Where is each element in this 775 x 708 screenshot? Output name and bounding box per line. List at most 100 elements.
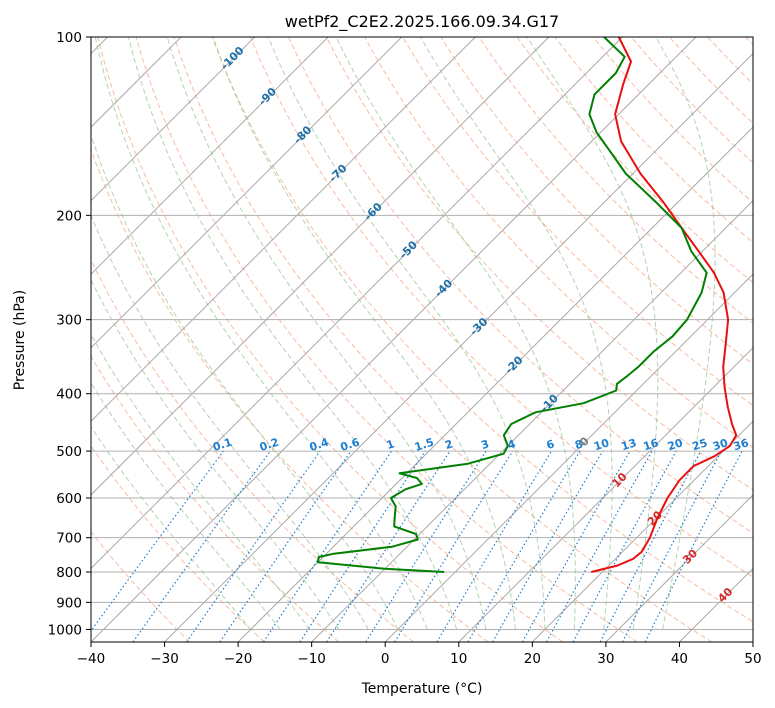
y-tick-label: 500	[56, 444, 82, 460]
mixing-ratio-line	[132, 450, 271, 642]
mixing-ratio-label: 1	[385, 437, 396, 452]
mixing-ratio-label: 0.6	[339, 435, 362, 453]
x-tick-label: −40	[77, 651, 106, 667]
isotherm	[311, 199, 753, 642]
isotherm-label: -60	[362, 200, 385, 223]
isotherm	[605, 494, 753, 642]
mixing-ratio-line	[91, 450, 224, 632]
x-tick-label: 10	[450, 651, 467, 667]
mixing-ratio-line	[622, 450, 722, 642]
mixing-ratio-label: 0.4	[308, 435, 331, 453]
mixing-ratio-line	[546, 450, 653, 642]
y-tick-label: 100	[56, 30, 82, 46]
moist-adiabat	[526, 37, 659, 630]
x-tick-label: 50	[744, 651, 761, 667]
isotherm-label: -20	[502, 353, 525, 376]
dry-adiabat	[97, 37, 563, 642]
plot-frame	[90, 36, 754, 643]
mixing-ratio-label: 10	[592, 436, 611, 453]
y-tick-label: 600	[56, 491, 82, 507]
isotherm	[458, 347, 753, 642]
y-tick-label: 900	[56, 595, 82, 611]
moist-adiabat	[267, 37, 546, 630]
dry-adiabat	[211, 37, 753, 623]
mixing-ratio-line	[299, 450, 426, 642]
dry-adiabat	[745, 37, 753, 46]
dry-adiabat	[91, 445, 265, 642]
dry-adiabat	[592, 37, 753, 204]
mixing-ratio-line	[572, 450, 677, 642]
isotherm-label: -100	[218, 44, 247, 73]
x-tick-label: 40	[671, 651, 688, 667]
isotherm	[91, 37, 623, 570]
y-tick-label: 700	[56, 531, 82, 547]
isotherm	[237, 126, 753, 642]
x-tick-label: −10	[297, 651, 326, 667]
dry-adiabat	[326, 37, 753, 491]
mixing-ratio-label: 3	[479, 437, 490, 452]
dry-adiabat	[402, 37, 753, 407]
mixing-ratio-label: 36	[732, 436, 751, 453]
mixing-ratio-line	[262, 450, 392, 642]
temperature-line	[591, 37, 738, 573]
dry-adiabat	[478, 37, 753, 324]
isotherm-label: 30	[680, 547, 700, 567]
x-axis-label: Temperature (°C)	[361, 681, 483, 697]
x-tick-label: 20	[524, 651, 541, 667]
y-tick-label: 300	[56, 313, 82, 329]
dry-adiabat	[249, 37, 753, 578]
isotherm	[531, 420, 753, 642]
dry-adiabat	[91, 148, 489, 642]
isotherm-label: -90	[256, 85, 279, 108]
moist-adiabat	[212, 37, 516, 630]
dewpoint-line	[316, 37, 708, 573]
moist-adiabat	[420, 37, 613, 630]
mixing-ratio-label: 6	[545, 437, 557, 452]
y-tick-label: 400	[56, 387, 82, 403]
profile-lines	[316, 37, 738, 573]
isotherm	[91, 37, 329, 275]
dry-adiabat	[91, 531, 191, 642]
chart-title: wetPf2_C2E2.2025.166.09.34.G17	[285, 12, 559, 32]
mixing-ratio-labels: 0.1 0.2 0.4 0.6 1 1.5 2 3 4 6 8 10 13 16 20 25 30 36	[211, 435, 750, 453]
mixing-ratio-label: 1.5	[413, 436, 436, 454]
moist-adiabat	[335, 37, 576, 630]
moist-adiabat	[128, 37, 458, 630]
mixing-ratio-label: 20	[666, 436, 685, 453]
moist-adiabat	[91, 381, 281, 630]
x-tick-label: 30	[597, 651, 614, 667]
moist-adiabat	[166, 37, 487, 630]
mixing-ratio-line	[521, 450, 631, 642]
mixing-ratio-label: 13	[620, 436, 639, 453]
isotherm	[91, 37, 256, 202]
mixing-ratio-label: 2	[443, 437, 454, 452]
background-lines	[91, 37, 753, 642]
dry-adiabat	[440, 37, 753, 365]
dry-adiabat	[707, 37, 753, 85]
mixing-ratio-line	[436, 450, 553, 642]
y-tick-label: 800	[56, 565, 82, 581]
mixing-ratio-line	[186, 450, 321, 642]
moist-adiabat	[91, 214, 369, 630]
isotherm	[384, 273, 753, 642]
moist-adiabat	[91, 133, 399, 630]
isotherm	[91, 37, 550, 496]
moist-adiabat	[91, 333, 310, 630]
isotherm	[164, 52, 753, 642]
mixing-ratio-label: 0.1	[211, 436, 234, 454]
mixing-ratio-label: 25	[691, 436, 710, 453]
mixing-ratio-line	[394, 450, 514, 642]
mixing-ratio-line	[467, 450, 581, 642]
y-axis-label: Pressure (hPa)	[12, 290, 28, 390]
moist-adiabat	[91, 278, 340, 630]
x-tick-label: −20	[224, 651, 253, 667]
isotherm	[752, 641, 753, 642]
x-tick-label: −30	[150, 651, 179, 667]
y-tick-label: 200	[56, 208, 82, 224]
dry-adiabat	[135, 37, 638, 642]
mixing-ratio-label: 4	[506, 437, 518, 452]
isotherm-label: 10	[610, 470, 630, 490]
dry-adiabat	[516, 37, 753, 284]
